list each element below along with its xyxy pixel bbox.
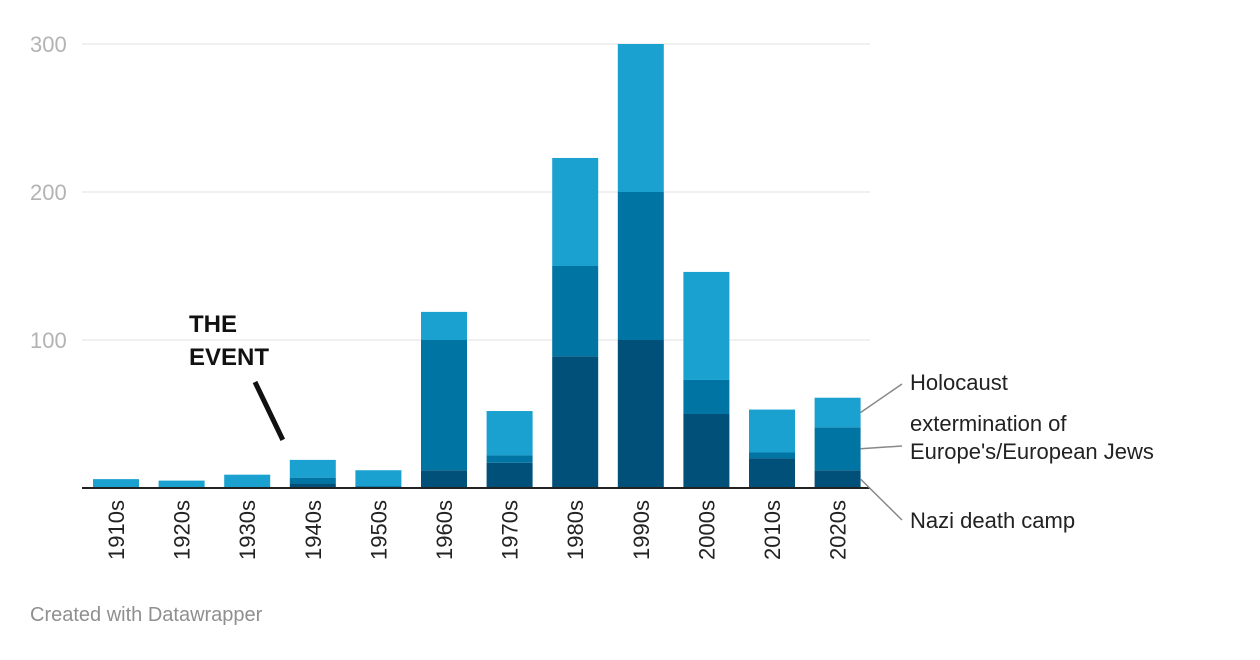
bar-segment <box>552 356 599 488</box>
bar-segment <box>617 192 664 340</box>
bar-segment <box>814 427 861 471</box>
x-tick-label: 2000s <box>694 500 719 560</box>
annotation-line: EVENT <box>189 344 269 371</box>
bar-segment <box>552 157 599 266</box>
bar-segment <box>158 480 205 488</box>
annotation-label: THE EVENT <box>189 311 269 371</box>
bar-segment <box>289 459 336 478</box>
bar-segment <box>814 397 861 428</box>
y-tick-label: 200 <box>30 180 67 205</box>
bar-segment <box>749 409 795 453</box>
bar-segment <box>617 340 664 488</box>
bar-segment <box>814 470 861 488</box>
bar-segment <box>486 411 533 456</box>
bar-segment <box>749 458 795 488</box>
y-tick-label: 300 <box>30 32 67 57</box>
bar-segment <box>421 340 467 471</box>
legend-label: Holocaust <box>910 370 1008 395</box>
bar-segment <box>683 379 730 414</box>
x-tick-label: 2020s <box>826 500 851 560</box>
legend-label: Nazi death camp <box>910 508 1075 533</box>
x-tick-label: 1940s <box>301 500 326 560</box>
legend-label-line: Europe's/European Jews <box>910 439 1154 464</box>
legend-label: extermination of Europe's/European Jews <box>910 411 1154 464</box>
bar-segment <box>289 477 336 484</box>
bar-segment <box>93 479 139 488</box>
bar-segment <box>486 455 533 463</box>
bar-segment <box>683 414 730 488</box>
x-tick-label: 1910s <box>104 500 129 560</box>
x-tick-label: 1970s <box>498 500 523 560</box>
annotation-line: THE <box>189 311 237 338</box>
legend-label-line: extermination of <box>910 411 1067 436</box>
bar-segment <box>683 271 730 380</box>
x-tick-label: 1990s <box>629 500 654 560</box>
credit-footer: Created with Datawrapper <box>30 604 263 626</box>
bar-segment <box>355 470 402 487</box>
bar-segment <box>749 452 795 459</box>
annotation-arrow <box>252 380 286 441</box>
bar-segment <box>224 474 271 488</box>
bar-segment <box>421 470 467 488</box>
x-tick-label: 1980s <box>563 500 588 560</box>
bar-segment <box>421 311 467 340</box>
bar-segment <box>486 462 533 488</box>
bar-segment <box>552 266 599 357</box>
x-tick-label: 2010s <box>760 500 785 560</box>
bar-segment <box>289 483 336 488</box>
x-tick-label: 1930s <box>235 500 260 560</box>
x-tick-label: 1920s <box>170 500 195 560</box>
bar-segment <box>617 44 664 192</box>
x-tick-label: 1960s <box>432 500 457 560</box>
x-tick-label: 1950s <box>366 500 391 560</box>
legend-connector <box>860 383 903 414</box>
legend-connector <box>860 478 903 521</box>
legend-connector <box>860 445 903 450</box>
y-tick-label: 100 <box>30 328 67 353</box>
